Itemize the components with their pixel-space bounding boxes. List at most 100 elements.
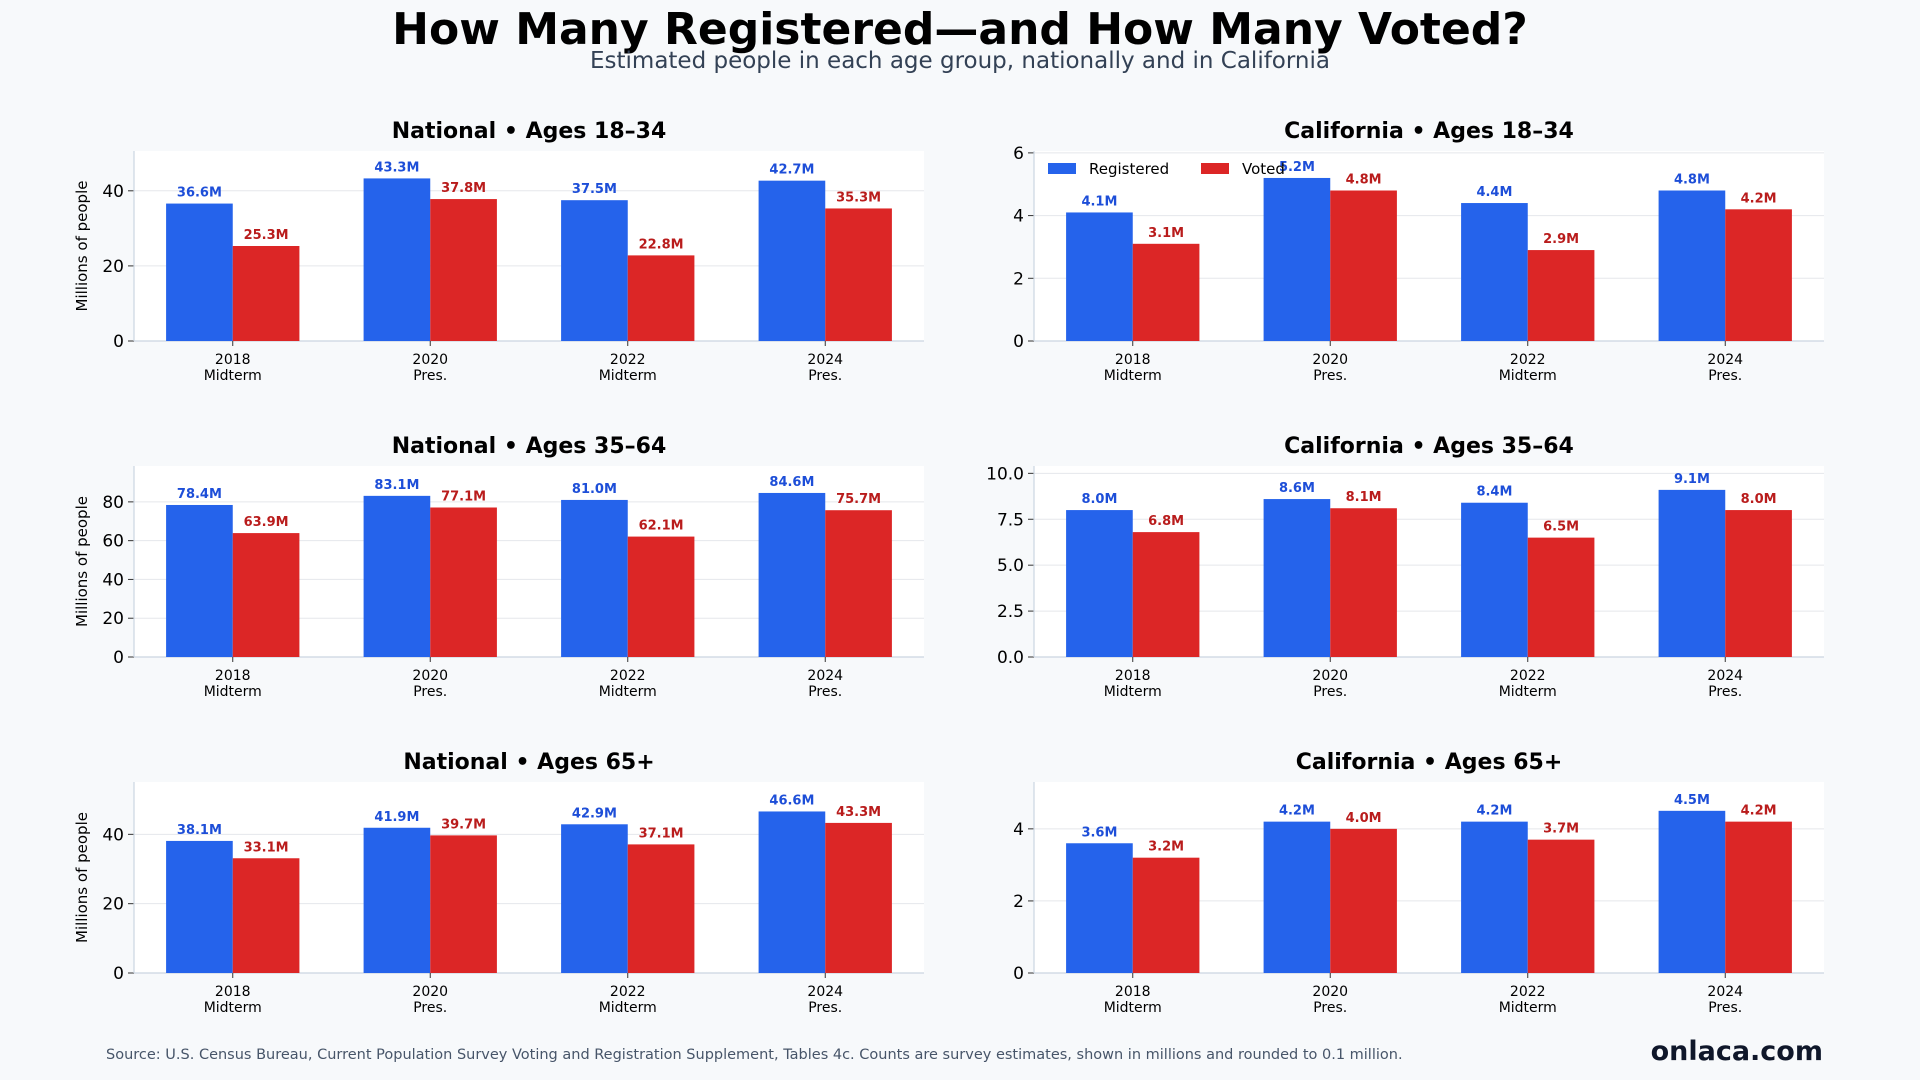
panel-3-xtick-label: 2024 [807,668,843,684]
panel-2-label-registered: 5.2M [1279,160,1315,175]
panel-6-xtick-label: 2018 [1115,984,1151,1000]
panel-1-bar-voted [627,255,695,341]
panel-1-label-voted: 37.8M [441,181,486,196]
panel-4-xtick-label: Pres. [1708,684,1742,700]
legend-voted-label: Voted [1242,160,1285,178]
panel-4-ytick-label: 0.0 [997,648,1024,668]
panel-4-label-voted: 8.1M [1346,490,1382,505]
panel-2-bar-registered [1263,177,1331,341]
panel-2-bar-voted [1132,243,1200,341]
panel-3-ylabel: Millions of people [73,496,91,627]
panel-6-bar-voted [1132,857,1200,973]
panel-1-xtick-label: 2018 [215,352,251,368]
panel-2-xtick-label: 2020 [1312,352,1348,368]
page-title: How Many Registered—and How Many Voted? [392,4,1528,55]
panel-1-xtick-label: Midterm [204,368,262,384]
panel-5-label-registered: 46.6M [769,793,814,808]
panel-5-bar-registered [561,824,628,973]
panel-3-label-voted: 75.7M [836,492,881,507]
panel-1-ylabel: Millions of people [73,181,91,312]
page-subtitle: Estimated people in each age group, nati… [589,48,1330,74]
panel-6-bar-voted [1527,839,1595,973]
panel-2-bar-registered [1461,203,1528,341]
panel-5-ytick-label: 0 [113,964,124,984]
panel-1-xtick-label: Midterm [599,368,657,384]
panel-4-bar-registered [1461,502,1528,657]
panel-1-ytick-label: 0 [113,332,124,352]
panel-2-xtick-label: Pres. [1708,368,1742,384]
panel-4-ytick-label: 7.5 [997,510,1024,530]
panel-5-xtick-label: Pres. [413,1000,447,1016]
brand-logo-text: onlaca.com [1650,1036,1823,1067]
panel-1-bar-registered [363,178,431,341]
panel-4-label-registered: 8.0M [1081,492,1117,507]
panel-3-xtick-label: 2018 [215,668,251,684]
panel-2-label-voted: 2.9M [1543,232,1579,247]
panel-1-bar-voted [430,199,497,341]
panel-5-bar-voted [232,858,300,973]
panel-6-bar-voted [1330,828,1397,973]
panel-3-ytick-label: 40 [102,570,124,590]
panel-6-label-voted: 4.0M [1346,811,1382,826]
panel-6-label-voted: 4.2M [1741,804,1777,819]
panel-2-xtick-label: 2022 [1510,352,1546,368]
panel-3-ytick-label: 0 [113,648,124,668]
panel-6-xtick-label: Pres. [1708,1000,1742,1016]
panel-1-xtick-label: Pres. [413,368,447,384]
panel-1-xtick-label: Pres. [808,368,842,384]
panel-5-xtick-label: Midterm [599,1000,657,1016]
panel-3-xtick-label: 2020 [412,668,448,684]
panel-5-bar-voted [627,844,695,973]
panel-4-label-registered: 8.6M [1279,481,1315,496]
panel-6-ytick-label: 2 [1013,892,1024,912]
panel-3-label-registered: 83.1M [374,478,419,493]
panel-2-xtick-label: 2024 [1707,352,1743,368]
panel-6-label-registered: 4.2M [1476,804,1512,819]
panel-4-bar-voted [1527,537,1595,657]
panel-5-bar-voted [430,835,497,973]
panel-5-bar-registered [363,827,431,973]
panel-4-ytick-label: 5.0 [997,556,1024,576]
panel-2-label-registered: 4.4M [1476,185,1512,200]
panel-5-label-registered: 41.9M [374,810,419,825]
panel-1-label-registered: 37.5M [572,182,617,197]
panel-2-label-voted: 4.8M [1346,173,1382,188]
panel-6-ytick-label: 4 [1013,820,1024,840]
panel-6-bar-registered [1066,843,1133,973]
panel-2-ytick-label: 2 [1013,269,1024,289]
panel-2-xtick-label: Midterm [1499,368,1557,384]
panel-3-xtick-label: 2022 [610,668,646,684]
panel-6-bar-registered [1263,821,1331,973]
panel-5-bar-registered [758,811,826,973]
panel-4-xtick-label: 2024 [1707,668,1743,684]
panel-2-ytick-label: 0 [1013,332,1024,352]
panel-1-ytick-label: 40 [102,182,124,202]
panel-2-xtick-label: Pres. [1313,368,1347,384]
panel-5-label-voted: 37.1M [639,826,684,841]
panel-3-label-voted: 63.9M [244,515,289,530]
panel-2-label-voted: 4.2M [1741,191,1777,206]
panel-3-xtick-label: Pres. [808,684,842,700]
panel-1-xtick-label: 2022 [610,352,646,368]
panel-4-label-voted: 6.5M [1543,520,1579,535]
panel-5-label-registered: 42.9M [572,806,617,821]
panel-4-label-voted: 6.8M [1148,514,1184,529]
panel-6-xtick-label: Midterm [1499,1000,1557,1016]
panel-4-xtick-label: 2018 [1115,668,1151,684]
panel-6-title: California • Ages 65+ [1296,750,1563,775]
panel-5-xtick-label: 2020 [412,984,448,1000]
panel-5-bar-voted [825,822,892,973]
panel-4-bar-registered [1658,489,1726,657]
panel-6-xtick-label: Midterm [1104,1000,1162,1016]
panel-1-ytick-label: 20 [102,257,124,277]
panel-4-bar-voted [1725,510,1792,657]
panel-5-ytick-label: 20 [102,895,124,915]
panel-4-label-voted: 8.0M [1741,492,1777,507]
panel-5-xtick-label: Pres. [808,1000,842,1016]
panel-1-title: National • Ages 18–34 [392,119,667,144]
panel-2-xtick-label: Midterm [1104,368,1162,384]
panel-1-xtick-label: 2024 [807,352,843,368]
panel-6-xtick-label: 2024 [1707,984,1743,1000]
panel-4-xtick-label: 2020 [1312,668,1348,684]
panel-2-label-voted: 3.1M [1148,226,1184,241]
